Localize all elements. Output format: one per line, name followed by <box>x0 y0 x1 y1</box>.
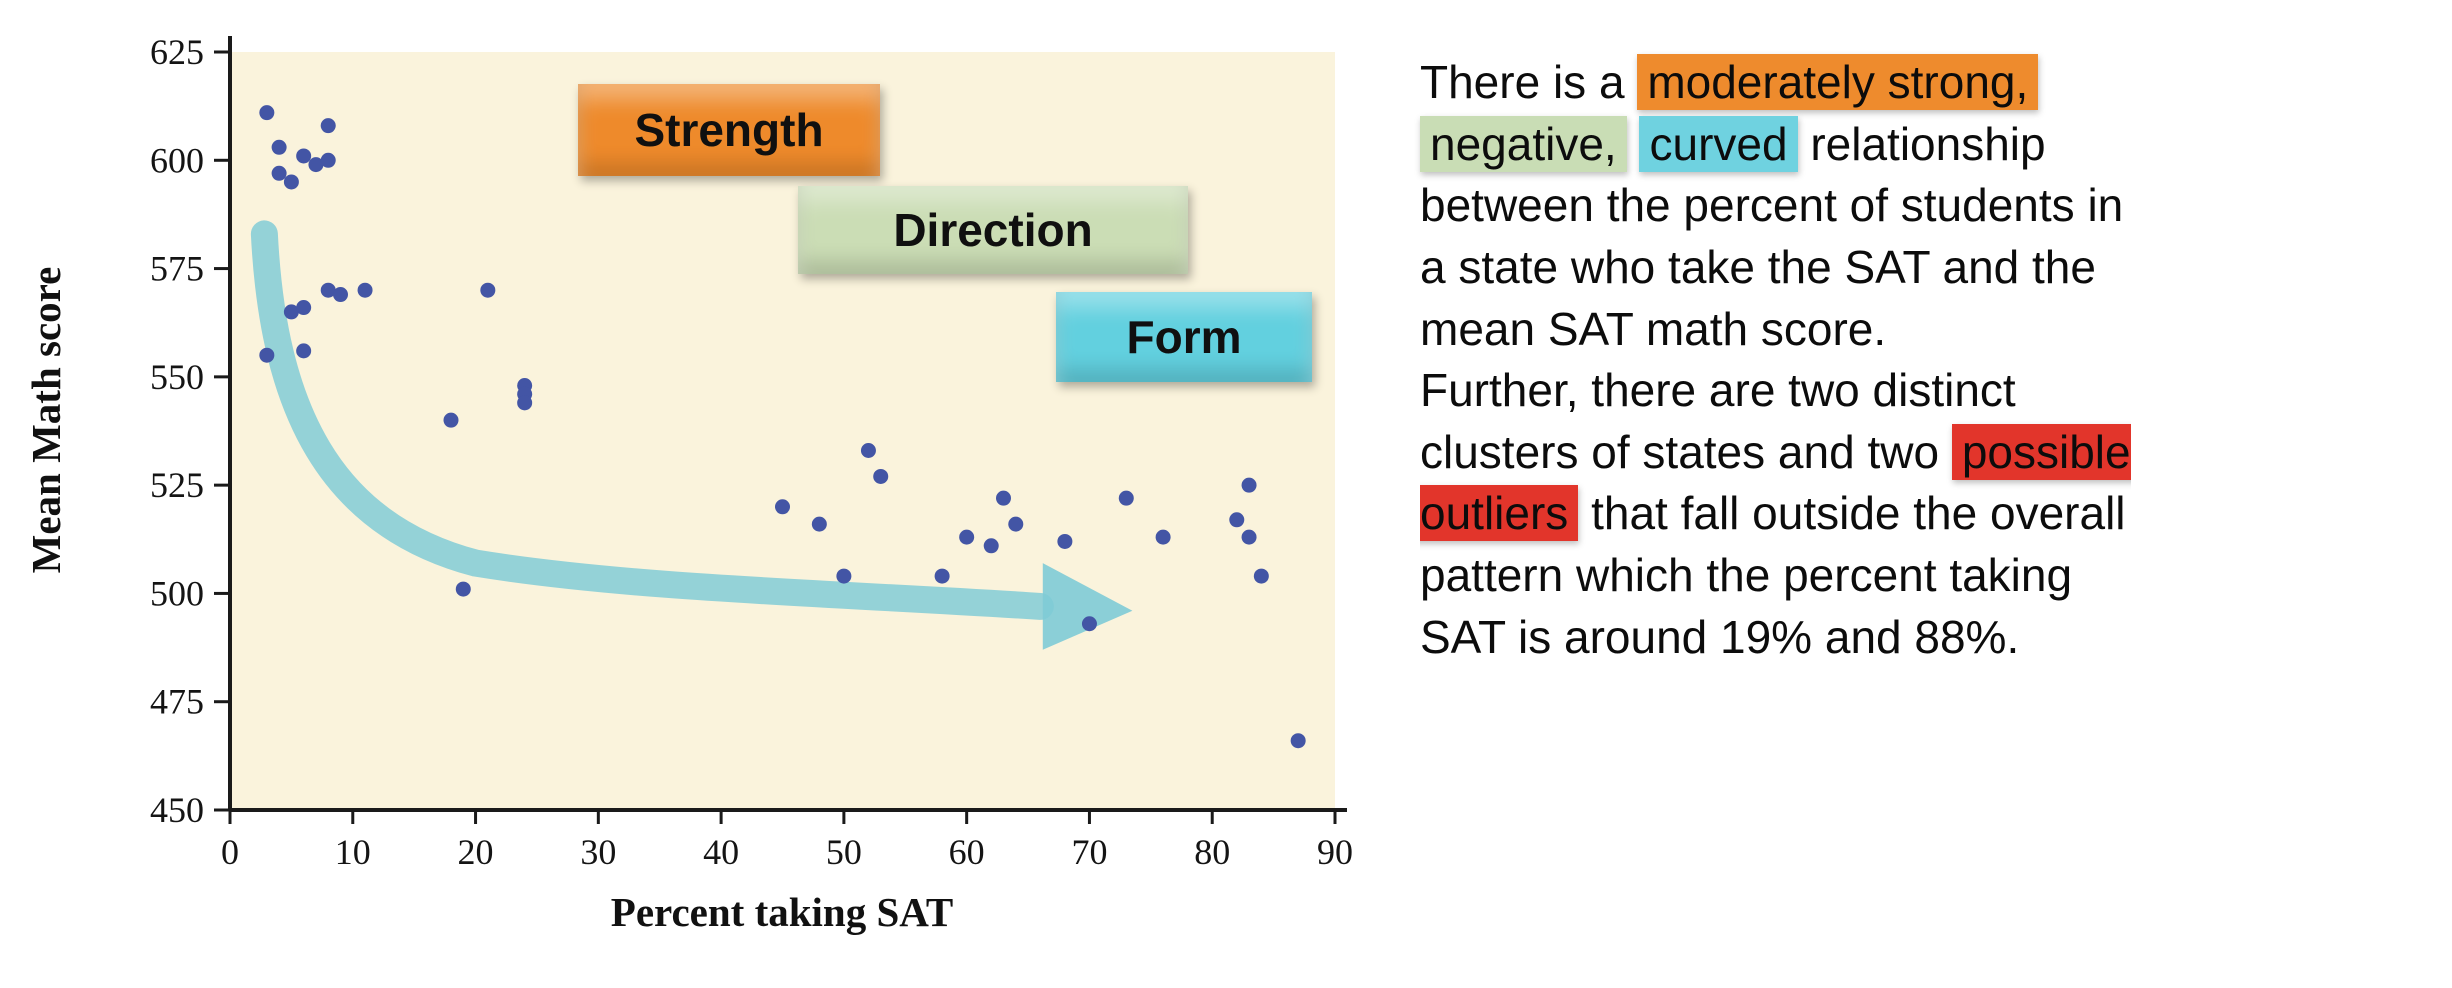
direction-chip: Direction <box>798 186 1188 274</box>
scatter-point <box>775 499 790 515</box>
scatter-point <box>455 581 471 597</box>
scatter-point <box>271 139 287 155</box>
scatter-point <box>836 568 852 584</box>
strength-chip-label: Strength <box>634 104 824 156</box>
scatter-plot-svg: 0 10 20 30 40 50 60 70 80 90 450 475 500 525 550 575 600… <box>150 32 1353 872</box>
scatter-point <box>1155 529 1171 545</box>
scatter-point <box>517 395 533 411</box>
scatter-point <box>1253 568 1269 584</box>
text-segment: Further, there are two distinct clusters… <box>1420 364 2016 478</box>
scatter-point <box>283 304 299 320</box>
scatter-point <box>1008 516 1024 532</box>
x-tick-label: 30 <box>580 832 616 872</box>
trend-arrow-curve <box>250 220 1054 620</box>
scatter-point <box>480 282 496 298</box>
scatter-point <box>959 529 975 545</box>
text-segment: relationship between the percent of stud… <box>1420 117 2124 355</box>
text-segment: that fall outside the overall pattern wh… <box>1420 487 2126 663</box>
scatter-point <box>811 516 827 532</box>
x-tick-label: 60 <box>949 832 985 872</box>
plot-background <box>230 52 1335 810</box>
y-tick-label: 500 <box>150 573 204 613</box>
scatter-point <box>283 174 299 190</box>
y-tick-label: 475 <box>150 682 204 722</box>
scatter-point <box>308 157 324 173</box>
scatter-point <box>333 287 348 303</box>
scatter-point <box>1229 512 1245 528</box>
analysis-text: There is a moderately strong, negative, … <box>1420 52 2430 668</box>
scatter-point <box>320 152 336 168</box>
x-tick-label: 50 <box>826 832 862 872</box>
scatter-point <box>1081 616 1097 632</box>
x-tick-label: 20 <box>458 832 494 872</box>
highlight-green: negative, <box>1420 115 1627 172</box>
scatter-point <box>357 282 373 298</box>
scatter-chart: 0 10 20 30 40 50 60 70 80 90 450 475 500 525 550 575 600… <box>23 32 1353 935</box>
y-tick-label: 575 <box>150 249 204 289</box>
x-tick-label: 70 <box>1071 832 1107 872</box>
scatter-point <box>320 118 336 134</box>
highlight-orange: moderately strong, <box>1637 54 2039 110</box>
x-tick-label: 80 <box>1194 832 1230 872</box>
scatter-point <box>296 300 312 316</box>
scatter-point <box>996 490 1011 506</box>
scatter-point <box>873 468 889 484</box>
analysis-paragraph: Further, there are two distinct clusters… <box>1420 360 2430 668</box>
text-segment: There is a <box>1420 56 1638 108</box>
y-tick-label: 550 <box>150 357 204 397</box>
scatter-point <box>1241 477 1257 493</box>
scatter-point <box>1057 533 1073 549</box>
form-chip-label: Form <box>1126 311 1242 363</box>
scatter-point <box>1290 733 1306 749</box>
text-segment <box>1627 118 1640 170</box>
scatter-point <box>296 343 312 359</box>
y-tick-label: 450 <box>150 790 204 830</box>
scatter-point <box>934 568 950 584</box>
x-tick-label: 10 <box>335 832 371 872</box>
scatter-point <box>259 347 275 363</box>
scatter-point <box>271 165 287 181</box>
x-tick-label: 40 <box>703 832 739 872</box>
scatter-point <box>443 412 459 428</box>
y-tick-label: 625 <box>150 32 204 72</box>
direction-chip-label: Direction <box>893 204 1093 256</box>
scatter-point <box>1241 529 1257 545</box>
scatter-point <box>860 442 876 458</box>
y-axis-title: Mean Math score <box>23 266 69 574</box>
form-chip: Form <box>1056 292 1312 382</box>
analysis-paragraph: There is a moderately strong, negative, … <box>1420 52 2430 360</box>
x-tick-label: 0 <box>221 832 239 872</box>
scatter-point <box>1118 490 1134 506</box>
trend-arrow-head <box>1042 563 1133 650</box>
x-tick-label: 90 <box>1317 832 1353 872</box>
strength-chip: Strength <box>578 84 880 176</box>
x-axis-title: Percent taking SAT <box>610 889 954 935</box>
scatter-point <box>259 105 275 121</box>
scatter-point <box>320 282 336 298</box>
y-tick-label: 600 <box>150 140 204 180</box>
scatter-point <box>983 538 999 554</box>
highlight-cyan: curved <box>1639 115 1798 172</box>
scatter-point <box>296 148 312 164</box>
y-tick-label: 525 <box>150 465 204 505</box>
